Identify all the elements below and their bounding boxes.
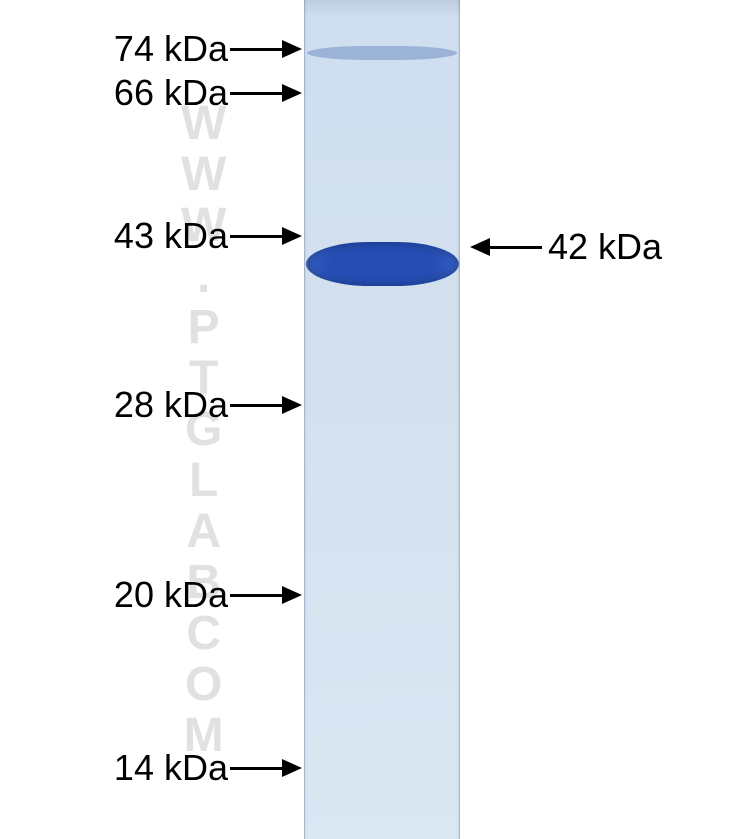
marker-label: 43 kDa [114, 215, 228, 257]
watermark-char: P [188, 304, 222, 352]
arrow-right-head [282, 84, 302, 102]
arrow-left-shaft [490, 246, 542, 249]
arrow-right-shaft [230, 48, 282, 51]
gel-lane-fill [304, 0, 460, 839]
gel-lane-top-shadow [304, 0, 460, 18]
watermark-char: W [181, 151, 228, 199]
gel-lane-right-edge [456, 0, 460, 839]
target-label: 42 kDa [548, 226, 662, 268]
arrow-right-icon [230, 759, 302, 777]
arrow-right-icon [230, 227, 302, 245]
arrow-right-head [282, 40, 302, 58]
main-band [306, 242, 459, 286]
arrow-right-shaft [230, 404, 282, 407]
arrow-right-head [282, 227, 302, 245]
arrow-right-icon [230, 586, 302, 604]
marker-row: 20 kDa [0, 574, 302, 616]
watermark-text: WWW.PTGLABCOM [181, 100, 228, 763]
marker-row: 28 kDa [0, 384, 302, 426]
arrow-right-head [282, 396, 302, 414]
arrow-left-head [470, 238, 490, 256]
arrow-right-shaft [230, 594, 282, 597]
watermark-char: A [186, 508, 223, 556]
marker-row: 74 kDa [0, 28, 302, 70]
arrow-right-head [282, 586, 302, 604]
gel-lane [304, 0, 460, 839]
arrow-right-icon [230, 396, 302, 414]
marker-label: 20 kDa [114, 574, 228, 616]
arrow-right-icon [230, 40, 302, 58]
marker-label: 66 kDa [114, 72, 228, 114]
arrow-right-shaft [230, 92, 282, 95]
arrow-right-head [282, 759, 302, 777]
marker-row: 43 kDa [0, 215, 302, 257]
marker-label: 28 kDa [114, 384, 228, 426]
watermark-char: C [186, 610, 223, 658]
gel-lane-left-edge [304, 0, 308, 839]
watermark-char: L [189, 457, 220, 505]
arrow-left-icon [470, 238, 542, 256]
watermark-char: O [185, 661, 224, 709]
arrow-right-icon [230, 84, 302, 102]
marker-row: 14 kDa [0, 747, 302, 789]
target-annotation-row: 42 kDa [470, 226, 662, 268]
arrow-right-shaft [230, 767, 282, 770]
marker-row: 66 kDa [0, 72, 302, 114]
arrow-right-shaft [230, 235, 282, 238]
marker-label: 74 kDa [114, 28, 228, 70]
marker-label: 14 kDa [114, 747, 228, 789]
top-faint-band [307, 46, 457, 60]
watermark-char: . [197, 253, 212, 301]
